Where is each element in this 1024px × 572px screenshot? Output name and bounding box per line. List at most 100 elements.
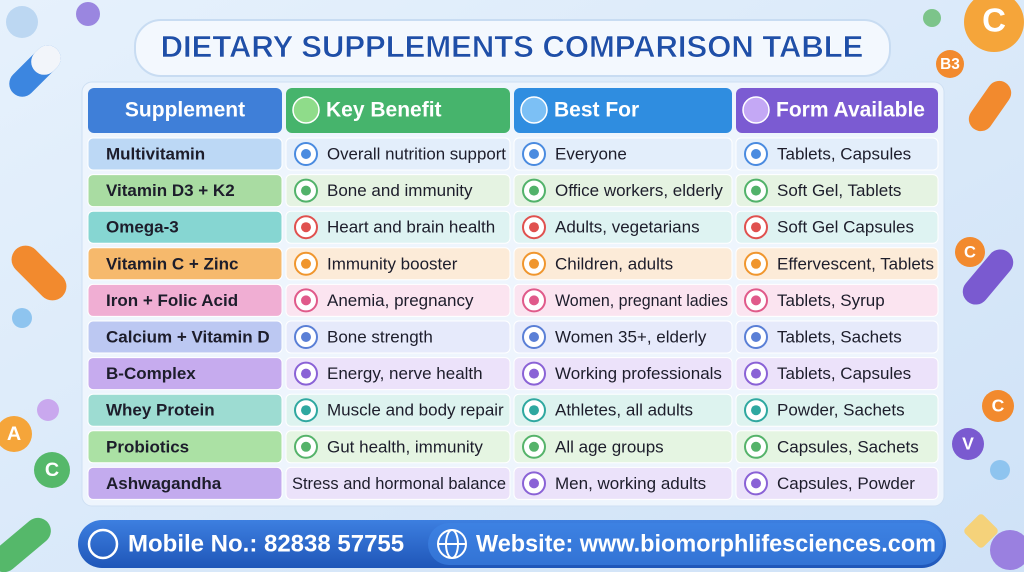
cell-text: Overall nutrition support	[327, 144, 506, 163]
cell-icon-dot	[529, 295, 539, 306]
decor-label: C	[45, 459, 59, 481]
table-cell	[513, 357, 733, 391]
cell-text: Office workers, elderly	[555, 181, 723, 200]
table-cell	[513, 393, 733, 427]
header-cell	[514, 88, 732, 133]
table-cell	[735, 283, 939, 317]
cell-icon-dot	[529, 332, 539, 342]
cell-icon-dot	[529, 405, 539, 416]
cell-icon-dot	[751, 405, 761, 416]
cell-text: Vitamin D3 + K2	[106, 181, 235, 200]
cell-icon-dot	[529, 149, 539, 159]
cell-icon-dot	[751, 295, 761, 306]
cell-icon-dot	[301, 332, 311, 342]
cell-text: Ashwagandha	[106, 474, 222, 493]
cell-text: Muscle and body repair	[327, 401, 504, 420]
table-cell	[735, 174, 939, 208]
website-pill	[428, 523, 943, 565]
cell-text: Soft Gel, Tablets	[777, 181, 901, 200]
cell-text: Multivitamin	[106, 144, 205, 163]
cell-text: Bone strength	[327, 327, 433, 346]
cell-text: Women, pregnant ladies	[555, 291, 728, 310]
cell-text: Capsules, Powder	[777, 474, 915, 493]
cell-text: Everyone	[555, 144, 627, 163]
decor-badge	[0, 416, 32, 452]
table-cell	[285, 137, 511, 171]
cell-text: Tablets, Capsules	[777, 144, 911, 163]
cell-icon-dot	[301, 405, 311, 416]
table-cell	[513, 174, 733, 208]
cell-text: Immunity booster	[327, 254, 458, 273]
footer-mobile: Mobile No.: 82838 57755	[128, 530, 404, 557]
cell-icon-dot	[301, 368, 311, 379]
table-cell	[87, 210, 283, 244]
cell-icon-dot	[301, 149, 311, 159]
table-cell	[735, 393, 939, 427]
header-icon	[742, 96, 770, 124]
cell-text: Soft Gel Capsules	[777, 218, 914, 237]
cell-text: Athletes, all adults	[555, 401, 693, 420]
globe-icon	[437, 529, 467, 559]
cell-text: Vitamin C + Zinc	[106, 254, 238, 273]
table-cell	[513, 430, 733, 464]
cell-icon-dot	[751, 222, 761, 233]
cell-icon-dot	[301, 295, 311, 306]
decor-badge	[936, 50, 964, 78]
cell-text: Men, working adults	[555, 474, 706, 493]
table-cell	[87, 174, 283, 208]
decor-badge	[34, 452, 70, 488]
cell-text: B-Complex	[106, 364, 196, 383]
table-cell	[285, 320, 511, 354]
table-cell	[285, 210, 511, 244]
table-cell	[285, 283, 511, 317]
table-cell	[87, 430, 283, 464]
footer-website: Website: www.biomorphlifesciences.com	[476, 530, 936, 557]
decor-label: C	[992, 396, 1005, 416]
header-cell	[88, 88, 282, 133]
decor-label: B3	[940, 56, 960, 73]
table-cell	[735, 137, 939, 171]
cell-icon-dot	[529, 185, 539, 196]
cell-text: Effervescent, Tablets	[777, 254, 934, 273]
cell-text: Children, adults	[555, 254, 673, 273]
cell-icon-dot	[301, 222, 311, 233]
cell-icon-dot	[751, 441, 761, 452]
table-cell	[87, 320, 283, 354]
cell-text: Adults, vegetarians	[555, 218, 700, 237]
header-cell	[736, 88, 938, 133]
cell-text: Probiotics	[106, 437, 189, 456]
header-label: Best For	[554, 99, 639, 122]
cell-text: Capsules, Sachets	[777, 437, 919, 456]
cell-text: Calcium + Vitamin D	[106, 327, 270, 346]
table-cell	[87, 393, 283, 427]
cell-text: Bone and immunity	[327, 181, 473, 200]
table-cell	[735, 357, 939, 391]
decor-label: V	[962, 434, 974, 454]
table-cell	[513, 137, 733, 171]
table-cell	[87, 283, 283, 317]
header-label: Supplement	[125, 99, 245, 122]
cell-text: Stress and hormonal balance	[292, 474, 506, 493]
cell-text: Whey Protein	[106, 401, 215, 420]
cell-text: Powder, Sachets	[777, 401, 905, 420]
cell-icon-dot	[751, 149, 761, 159]
table-cell	[87, 357, 283, 391]
table-cell	[285, 247, 511, 281]
table-cell	[513, 247, 733, 281]
cell-text: Tablets, Syrup	[777, 291, 885, 310]
table-cell	[513, 283, 733, 317]
cell-text: Anemia, pregnancy	[327, 291, 474, 310]
cell-icon-dot	[529, 441, 539, 452]
cell-icon-dot	[301, 185, 311, 196]
cell-icon-dot	[529, 478, 539, 489]
table-cell	[735, 210, 939, 244]
cell-text: Gut health, immunity	[327, 437, 483, 456]
table-cell	[735, 466, 939, 500]
title-banner	[134, 19, 891, 77]
cell-icon-dot	[301, 441, 311, 452]
cell-text: Omega-3	[106, 218, 179, 237]
table-cell	[735, 247, 939, 281]
decor-label: A	[7, 423, 21, 445]
